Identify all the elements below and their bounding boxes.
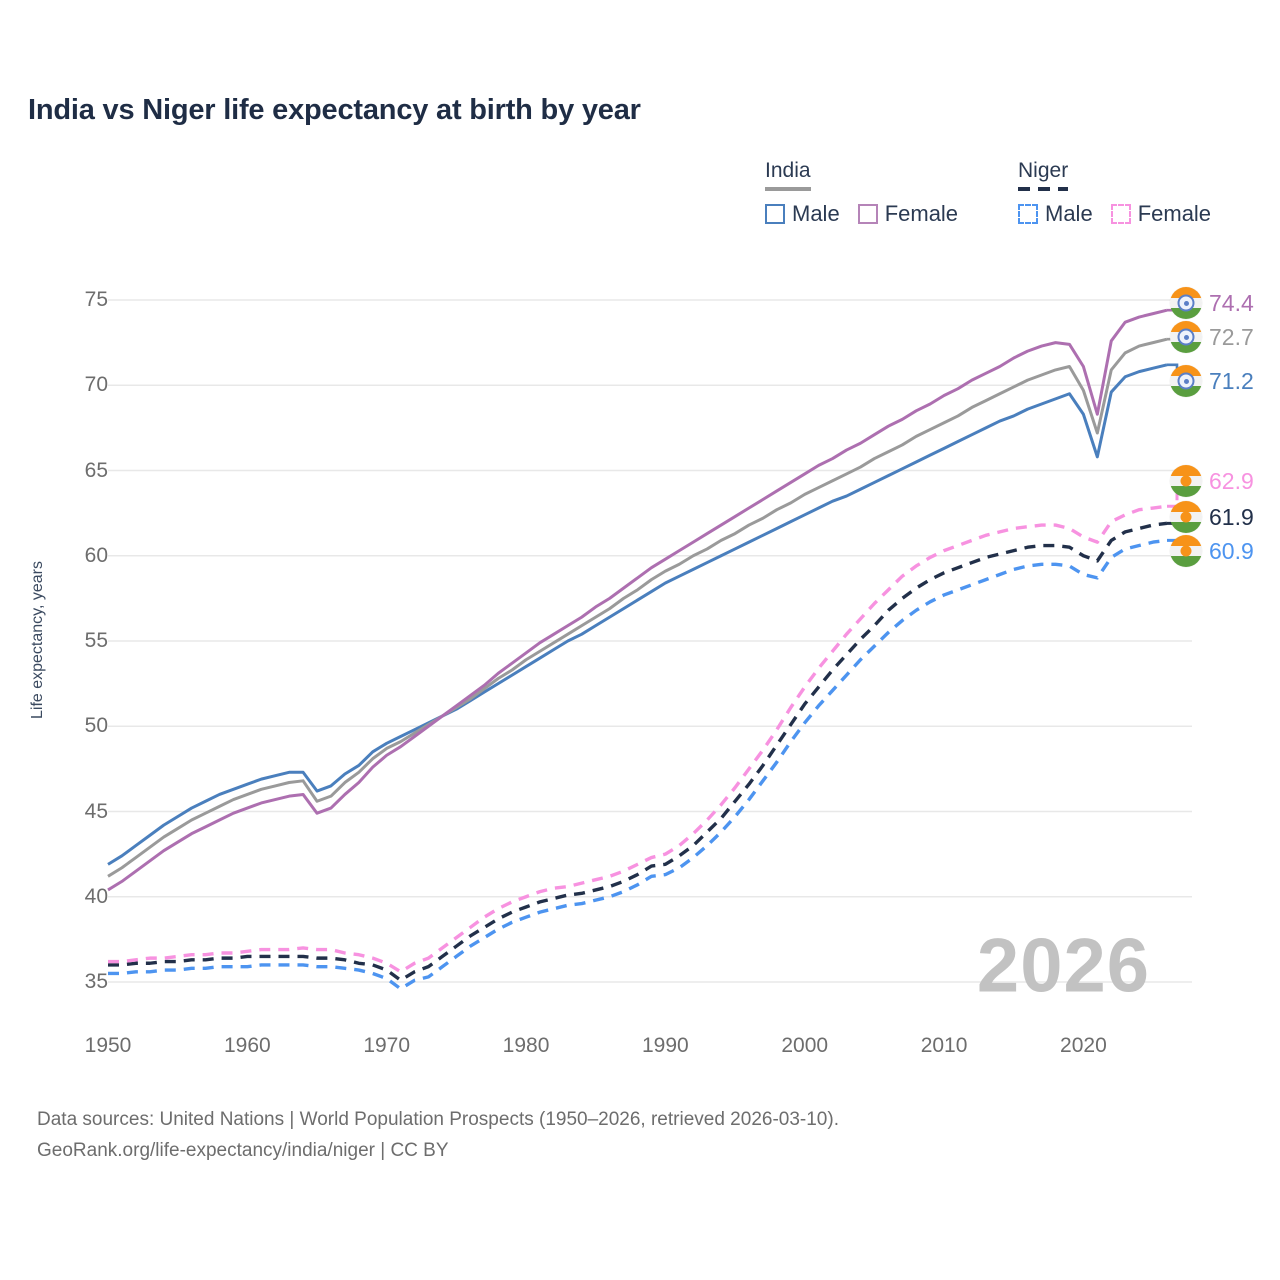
- year-watermark: 2026: [976, 923, 1150, 1009]
- x-tick-label: 1950: [84, 1034, 132, 1057]
- india-flag-icon: [1170, 287, 1202, 319]
- series-end-value: 60.9: [1209, 537, 1254, 564]
- legend-group-india: India Male Female: [765, 160, 958, 227]
- page-title: India vs Niger life expectancy at birth …: [28, 94, 641, 126]
- y-tick-label: 35: [84, 970, 108, 993]
- series-end-value: 61.9: [1209, 503, 1254, 530]
- series-end-value: 62.9: [1209, 467, 1254, 494]
- legend-swatch-icon-india-female: [857, 204, 878, 224]
- series-end-label: 71.2: [1170, 365, 1254, 397]
- y-tick-label: 65: [84, 458, 108, 482]
- x-tick-label: 2010: [920, 1034, 968, 1057]
- legend-item-niger-female[interactable]: Female: [1110, 201, 1212, 227]
- footer-line-sources: Data sources: United Nations | World Pop…: [37, 1109, 839, 1130]
- chart-footer: Data sources: United Nations | World Pop…: [37, 1104, 1237, 1166]
- series-end-label: 62.9: [1170, 465, 1254, 497]
- x-tick-label: 1980: [502, 1034, 550, 1057]
- series-line: [108, 538, 1168, 991]
- legend-label-india-male: Male: [792, 201, 840, 226]
- india-flag-icon: [1170, 321, 1202, 353]
- niger-flag-icon: [1170, 535, 1202, 567]
- y-tick-label: 45: [84, 799, 108, 823]
- legend-country-niger: Niger: [1018, 159, 1069, 182]
- y-axis-label-holder: Life expectancy, years: [29, 0, 48, 1280]
- series-end-label: 60.9: [1170, 535, 1254, 567]
- india-flag-icon: [1170, 365, 1202, 397]
- y-tick-label: 75: [84, 288, 108, 311]
- niger-flag-icon: [1170, 465, 1202, 497]
- legend-rule-india: [765, 187, 811, 191]
- x-tick-label: 1960: [223, 1034, 271, 1057]
- series-end-label: 72.7: [1170, 321, 1254, 353]
- series-line: [107, 308, 1168, 892]
- series-end-label: 74.4: [1170, 287, 1254, 319]
- y-tick-label: 60: [84, 543, 108, 567]
- series-end-label: 61.9: [1170, 501, 1254, 533]
- series-end-value: 74.4: [1209, 289, 1254, 316]
- legend-label-niger-female: Female: [1137, 201, 1212, 226]
- chart-legend: India Male Female Niger: [760, 160, 1260, 240]
- x-tick-label: 1990: [642, 1034, 689, 1057]
- x-tick-label: 2000: [781, 1034, 829, 1057]
- x-tick-label: 1970: [363, 1034, 411, 1057]
- y-tick-label: 70: [84, 373, 108, 397]
- series-line: [107, 363, 1168, 866]
- x-tick-label: 2020: [1060, 1034, 1107, 1057]
- series-line: [108, 504, 1168, 974]
- legend-group-niger: Niger Male Female: [1018, 160, 1211, 227]
- legend-swatch-icon-india-male: [765, 204, 785, 224]
- series-line: [107, 337, 1168, 878]
- y-tick-label: 55: [84, 629, 108, 652]
- series-line: [108, 521, 1168, 982]
- legend-swatch-icon-niger-female: [1110, 204, 1131, 224]
- legend-swatch-icon-niger-male: [1018, 204, 1038, 224]
- legend-label-india-female: Female: [884, 201, 959, 226]
- series-end-value: 71.2: [1209, 367, 1254, 394]
- series-end-value: 72.7: [1209, 323, 1254, 350]
- series-lines: [107, 301, 1186, 991]
- y-tick-label: 50: [84, 714, 108, 738]
- legend-label-niger-male: Male: [1045, 201, 1093, 226]
- y-tick-label: 40: [84, 884, 108, 908]
- legend-item-india-female[interactable]: Female: [857, 201, 959, 227]
- legend-item-niger-male[interactable]: Male: [1018, 201, 1093, 227]
- y-axis-ticks: 35 40 45 50 55 60 65 70 75: [0, 0, 108, 1280]
- footer-line-attribution: GeoRank.org/life-expectancy/india/niger …: [37, 1140, 449, 1161]
- niger-flag-icon: [1170, 501, 1202, 533]
- gridlines: [108, 299, 1192, 983]
- legend-item-india-male[interactable]: Male: [765, 201, 840, 227]
- legend-country-india: India: [765, 159, 811, 182]
- y-axis-label: Life expectancy, years: [29, 560, 46, 720]
- legend-rule-niger: [1018, 187, 1069, 191]
